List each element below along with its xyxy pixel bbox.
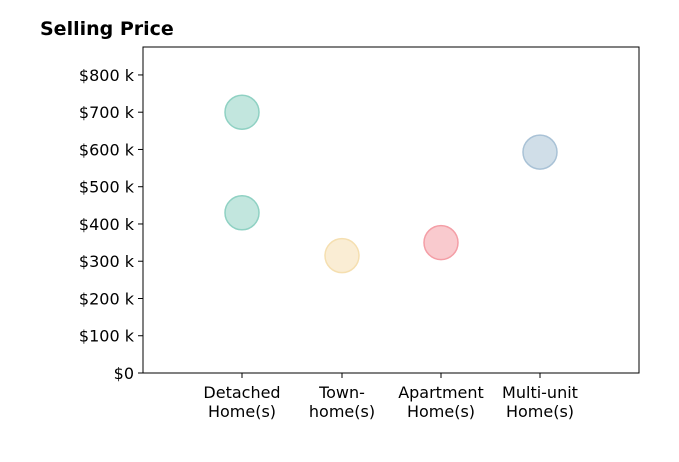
x-axis: Detached Home(s) Town-home(s) Apartment Home… (203, 373, 578, 421)
data-point (324, 237, 360, 274)
chart-title: Selling Price (40, 18, 174, 40)
data-point (224, 195, 260, 231)
plot-frame (142, 46, 640, 374)
x-tick-label: Town-home(s) (309, 383, 375, 421)
y-tick-label: $600 k (79, 140, 135, 159)
x-tick-label: Apartment Home(s) (398, 383, 484, 421)
y-tick-label: $0 (114, 364, 134, 383)
data-point (224, 94, 260, 130)
y-tick-label: $400 k (79, 215, 135, 234)
x-tick-label: Multi-unit Home(s) (502, 383, 578, 421)
y-tick-label: $800 k (79, 66, 135, 85)
x-tick-label: Detached Home(s) (203, 383, 280, 421)
y-axis: $0 $100 k $200 k $300 k $400 k $500 k $600 k $7… (79, 66, 143, 383)
y-tick-label: $700 k (79, 103, 135, 122)
y-tick-label: $100 k (79, 327, 135, 346)
data-point (423, 224, 459, 261)
y-tick-label: $500 k (79, 178, 135, 197)
y-tick-label: $200 k (79, 289, 135, 308)
data-point (522, 134, 558, 170)
y-tick-label: $300 k (79, 252, 135, 271)
points-layer (224, 94, 558, 274)
